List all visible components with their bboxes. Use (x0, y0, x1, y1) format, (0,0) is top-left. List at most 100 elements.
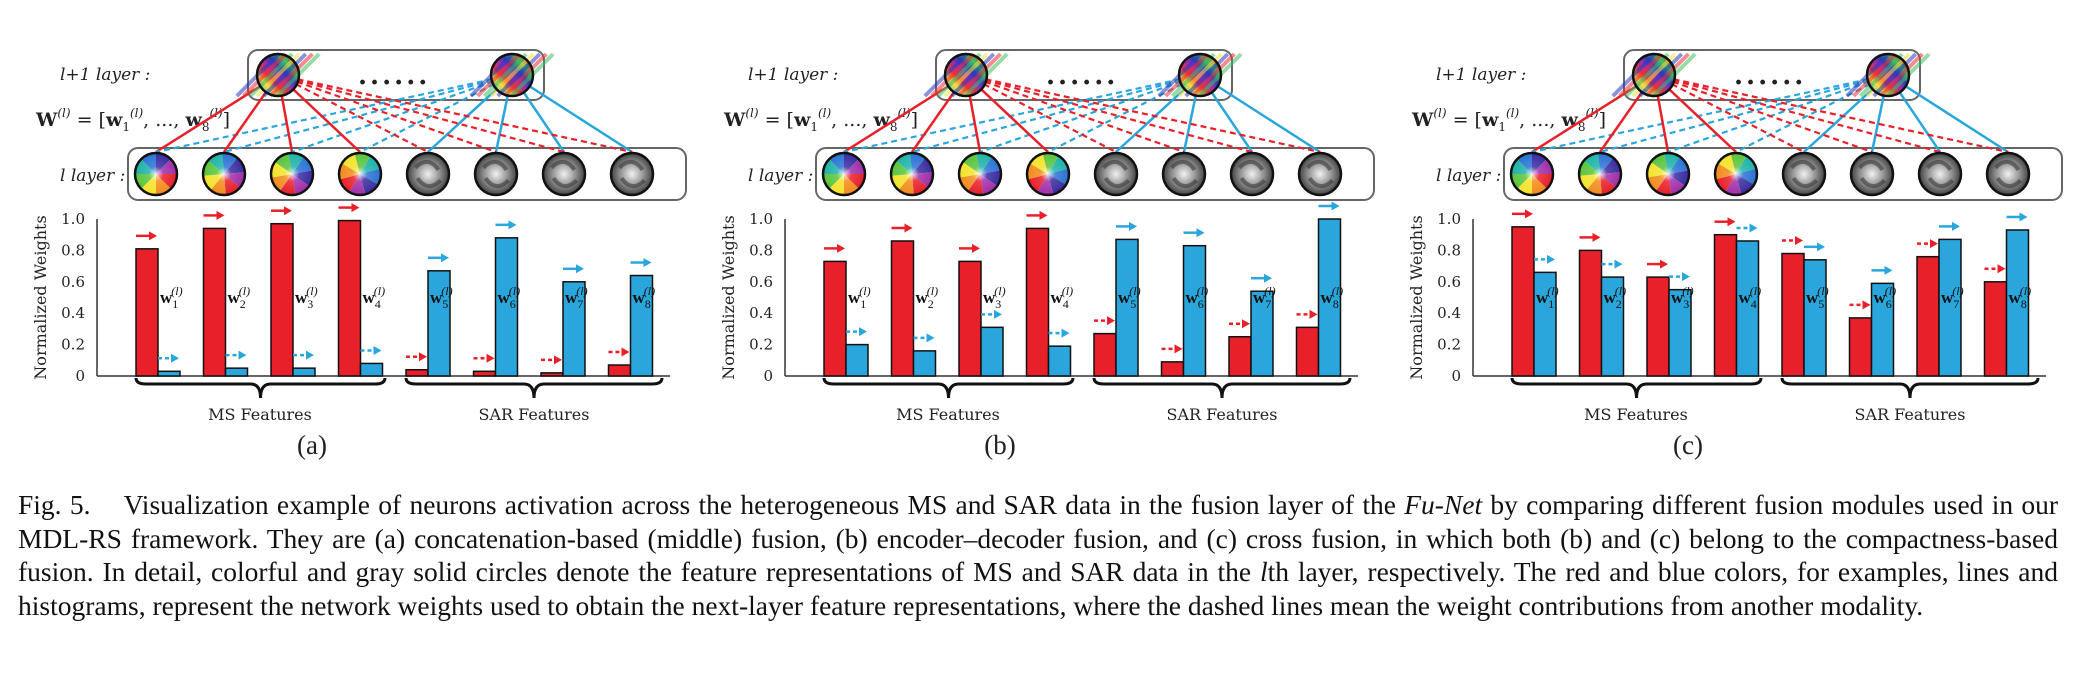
weights-bar-chart: 0 0.2 0.4 0.6 0.8 1.0 Normalized Weights w1(l) w… (31, 203, 670, 424)
blue-bar-arrow (846, 327, 867, 337)
red-bar-arrow (473, 353, 495, 363)
solid-weight-line (1199, 73, 1321, 154)
sar-features-brace (1780, 377, 2040, 399)
blue-bar-arrow (1939, 221, 1960, 231)
blue-bar (629, 274, 654, 377)
caption-part-2: by comparing different fusion modules us… (18, 489, 2059, 587)
upper-layer-label: l+1 layer : (748, 65, 838, 85)
sar-features-label: SAR Features (1855, 405, 1966, 424)
weight-label: w1(l) (848, 284, 871, 311)
sar-feature-neuron (1917, 151, 1963, 197)
figure-panels: l+1 layer : l layer :...... W(l) = [w1(l),… (31, 49, 2063, 460)
caption-lth: l (1259, 556, 1268, 587)
blue-bar-arrow (1804, 242, 1825, 252)
sar-feature-neuron (1985, 151, 2031, 197)
red-bar (1578, 249, 1603, 377)
dashed-weight-line (1653, 73, 2009, 154)
blue-bar (1047, 345, 1072, 377)
ms-features-label: MS Features (896, 405, 1000, 424)
sar-feature-neuron (1093, 151, 1139, 197)
weights-bar-chart: 0 0.2 0.4 0.6 0.8 1.0 Normalized Weights w1(l) w… (719, 201, 1358, 424)
weight-label: w2(l) (916, 284, 939, 311)
dashed-weight-line (1667, 73, 1889, 154)
blue-bar-arrow (495, 220, 517, 230)
blue-bar (1250, 290, 1274, 377)
ellipsis-dots: ...... (1734, 61, 1806, 91)
blue-bar (1668, 288, 1692, 377)
red-bar (540, 372, 564, 377)
lower-layer-box (1503, 147, 2063, 201)
dashed-weight-line (291, 73, 513, 154)
upper-layer-label: l+1 layer : (60, 65, 150, 85)
solid-weight-line (1887, 73, 2009, 154)
red-bar (1713, 233, 1738, 377)
blue-bar (359, 362, 384, 377)
blue-bar (1938, 238, 1962, 377)
ms-features-brace (822, 377, 1075, 399)
red-bar-arrow (1296, 309, 1318, 319)
y-tick-label: 0.6 (749, 273, 773, 291)
red-bar (1228, 336, 1252, 377)
blue-bar-arrow (225, 350, 247, 360)
sar-feature-neuron (1229, 151, 1275, 197)
weight-label: w7(l) (565, 284, 588, 311)
dashed-weight-line (1047, 74, 1201, 153)
connection-lines (155, 73, 633, 154)
panel-c: l+1 layer : l layer :...... W(l) = [w1(l),… (1407, 49, 2063, 460)
red-bar-arrow (541, 355, 562, 365)
weight-label: w8(l) (633, 284, 656, 311)
blue-bar-arrow (360, 345, 382, 355)
ms-feature-neuron (1577, 151, 1623, 197)
blue-bar (845, 343, 869, 377)
y-axis-label: Normalized Weights (719, 215, 738, 379)
red-bar-arrow (271, 206, 292, 216)
solid-weight-line (511, 73, 633, 154)
ms-feature-neuron (1645, 151, 1691, 197)
sar-features-label: SAR Features (479, 405, 590, 424)
blue-bar (1600, 276, 1625, 377)
dashed-weight-line (979, 73, 1201, 154)
y-tick-label: 0.2 (61, 336, 85, 354)
blue-bar (1735, 240, 1760, 377)
blue-bar (1317, 218, 1342, 377)
blue-bar-arrow (1048, 328, 1070, 338)
blue-bar (2005, 229, 2030, 377)
red-bar-arrow (824, 243, 845, 253)
dashed-weight-line (965, 73, 1185, 154)
dashed-weight-line (277, 73, 497, 154)
upper-neuron-left (235, 52, 321, 98)
red-bar (1093, 332, 1117, 377)
blue-bar-arrow (1736, 223, 1758, 233)
blue-bar (292, 367, 316, 377)
sar-feature-neuron (473, 151, 519, 197)
sar-feature-neuron (405, 151, 451, 197)
ms-feature-neuron (269, 151, 315, 197)
blue-bar (157, 370, 181, 377)
red-bar-arrow (891, 223, 913, 233)
blue-bar (427, 270, 451, 377)
blue-bar-arrow (293, 350, 314, 360)
lower-layer-label: l layer : (60, 166, 125, 186)
weight-label: w5(l) (1118, 284, 1141, 311)
blue-bar-arrow (1601, 259, 1623, 269)
sar-features-label: SAR Features (1167, 405, 1278, 424)
dashed-weight-line (1653, 73, 1873, 154)
red-bar-arrow (1026, 210, 1048, 220)
red-bar-arrow (338, 203, 360, 213)
caption-part-3: th layer, respectively. The red and blue… (18, 556, 2058, 621)
red-bar (1025, 227, 1050, 377)
dashed-weight-line (277, 73, 633, 154)
y-tick-label: 0.4 (1437, 304, 1461, 322)
sar-feature-neuron (609, 151, 655, 197)
blue-bar-arrow (630, 258, 652, 268)
sar-features-brace (404, 377, 664, 399)
ms-features-label: MS Features (208, 405, 312, 424)
lower-layer-label: l layer : (748, 166, 813, 186)
red-bar (1160, 361, 1185, 377)
weight-label: w7(l) (1253, 284, 1276, 311)
blue-bar-arrow (563, 264, 584, 274)
red-bar (1646, 276, 1670, 377)
dashed-weight-line (1735, 74, 1889, 153)
ms-feature-neuron (889, 151, 935, 197)
dashed-weight-line (1531, 73, 1889, 154)
